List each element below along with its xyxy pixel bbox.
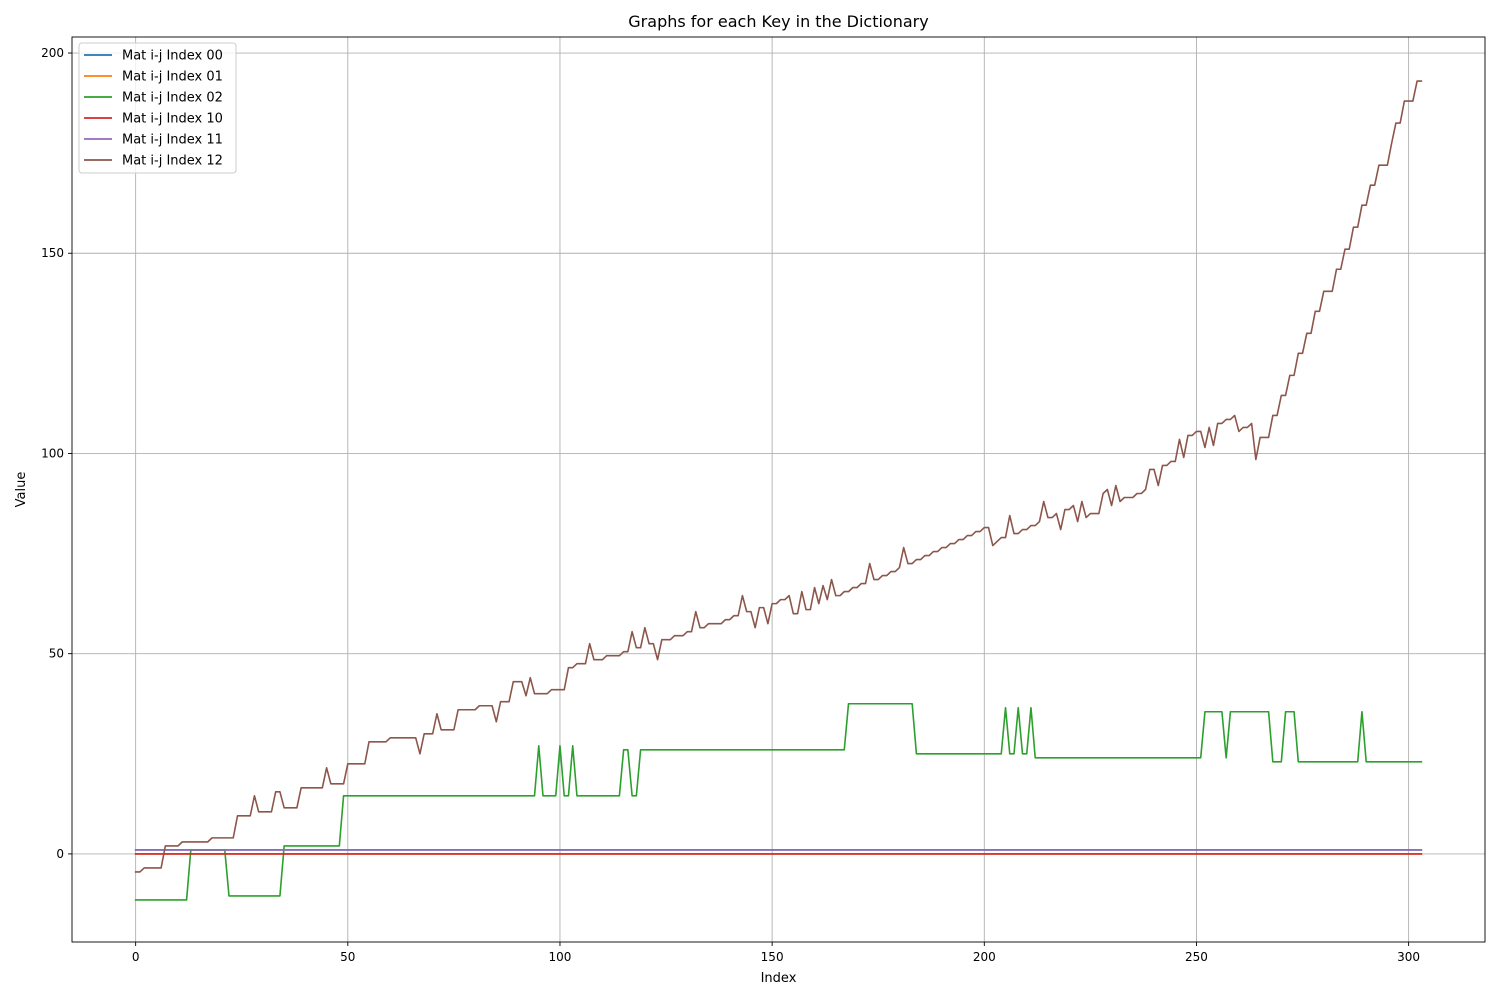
y-tick-label: 200 [41,46,64,60]
x-tick-label: 50 [340,950,355,964]
chart-title: Graphs for each Key in the Dictionary [628,12,928,31]
y-axis-label: Value [14,472,29,508]
x-tick-label: 200 [973,950,996,964]
series-line-5 [134,80,1423,873]
x-tick-label: 0 [132,950,140,964]
y-tick-label: 100 [41,446,64,460]
legend-box [78,42,237,174]
legend-entry-label: Mat i-j Index 11 [122,133,223,148]
x-tick-label: 150 [761,950,784,964]
legend-entry-label: Mat i-j Index 10 [122,112,223,127]
legend-entry-label: Mat i-j Index 00 [122,49,223,64]
x-tick-label: 300 [1397,950,1420,964]
y-tick-label: 50 [49,647,64,661]
x-tick-label: 100 [549,950,572,964]
series-line-2 [134,702,1423,901]
legend-entry-label: Mat i-j Index 01 [122,70,223,85]
legend: Mat i-j Index 00 Mat i-j Index 01 Mat i-j … [78,42,237,174]
legend-entry-label: Mat i-j Index 12 [122,154,223,169]
plot-area [72,37,1485,942]
y-tick-label: 0 [56,847,64,861]
series-lines [134,80,1423,901]
y-tick-label: 150 [41,246,64,260]
x-axis-ticks: 0 50 100 150 200 250 300 [132,942,1420,964]
axes-frame [71,36,1486,943]
y-axis-ticks: 0 50 100 150 200 [41,46,72,861]
x-tick-label: 250 [1185,950,1208,964]
legend-entry-label: Mat i-j Index 02 [122,91,223,106]
x-axis-label: Index [761,971,797,986]
